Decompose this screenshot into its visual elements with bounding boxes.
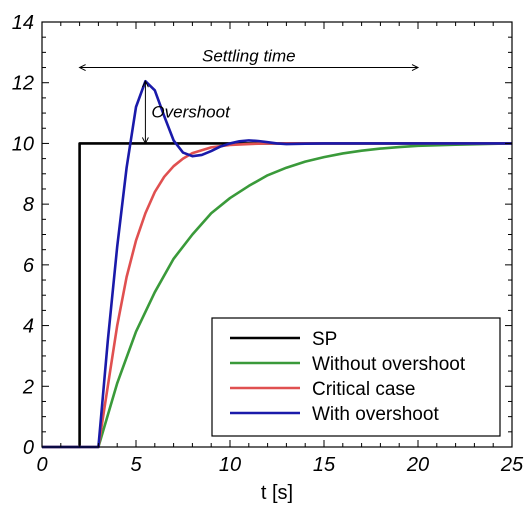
- y-tick-label: 2: [22, 376, 34, 398]
- annotation-layer: Settling time Overshoot: [78, 47, 420, 145]
- y-tick-label: 0: [23, 437, 34, 459]
- y-tick-label: 8: [23, 194, 34, 216]
- overshoot-arrowhead-bottom: [141, 137, 149, 145]
- settling-time-label: Settling time: [202, 47, 296, 66]
- axis-ticks: [41, 21, 513, 448]
- overshoot-label: Overshoot: [151, 103, 231, 122]
- legend-label-without-overshoot: Without overshoot: [312, 354, 466, 375]
- series-line-with-overshoot: [42, 79, 512, 449]
- x-axis-label: t [s]: [261, 482, 293, 504]
- overshoot-arrowhead-top: [141, 80, 149, 88]
- series-line-without-overshoot: [42, 142, 513, 449]
- y-tick-label: 12: [12, 73, 34, 95]
- x-tick-label: 10: [219, 454, 241, 476]
- axis-tick-labels: 0 5 10 15 20 25 0 2 4 6 8 10 12 14: [12, 12, 524, 476]
- series-layer: [42, 79, 513, 449]
- settling-time-arrowhead-right: [411, 64, 420, 71]
- legend: SP Without overshoot Critical case With ove…: [211, 317, 501, 437]
- x-tick-label: 25: [500, 454, 524, 476]
- y-tick-label: 4: [23, 316, 34, 338]
- y-tick-label: 10: [12, 133, 34, 155]
- x-tick-label: 15: [313, 454, 336, 476]
- series-line-critical-case: [42, 142, 512, 449]
- x-tick-label: 0: [36, 454, 47, 476]
- legend-label-critical-case: Critical case: [312, 379, 415, 400]
- y-tick-label: 6: [23, 255, 35, 277]
- y-tick-label: 14: [12, 12, 34, 34]
- x-tick-label: 20: [406, 454, 429, 476]
- x-tick-label: 5: [130, 454, 142, 476]
- legend-label-sp: SP: [312, 329, 337, 350]
- legend-label-with-overshoot: With overshoot: [312, 404, 439, 425]
- settling-time-arrowhead-left: [78, 64, 86, 71]
